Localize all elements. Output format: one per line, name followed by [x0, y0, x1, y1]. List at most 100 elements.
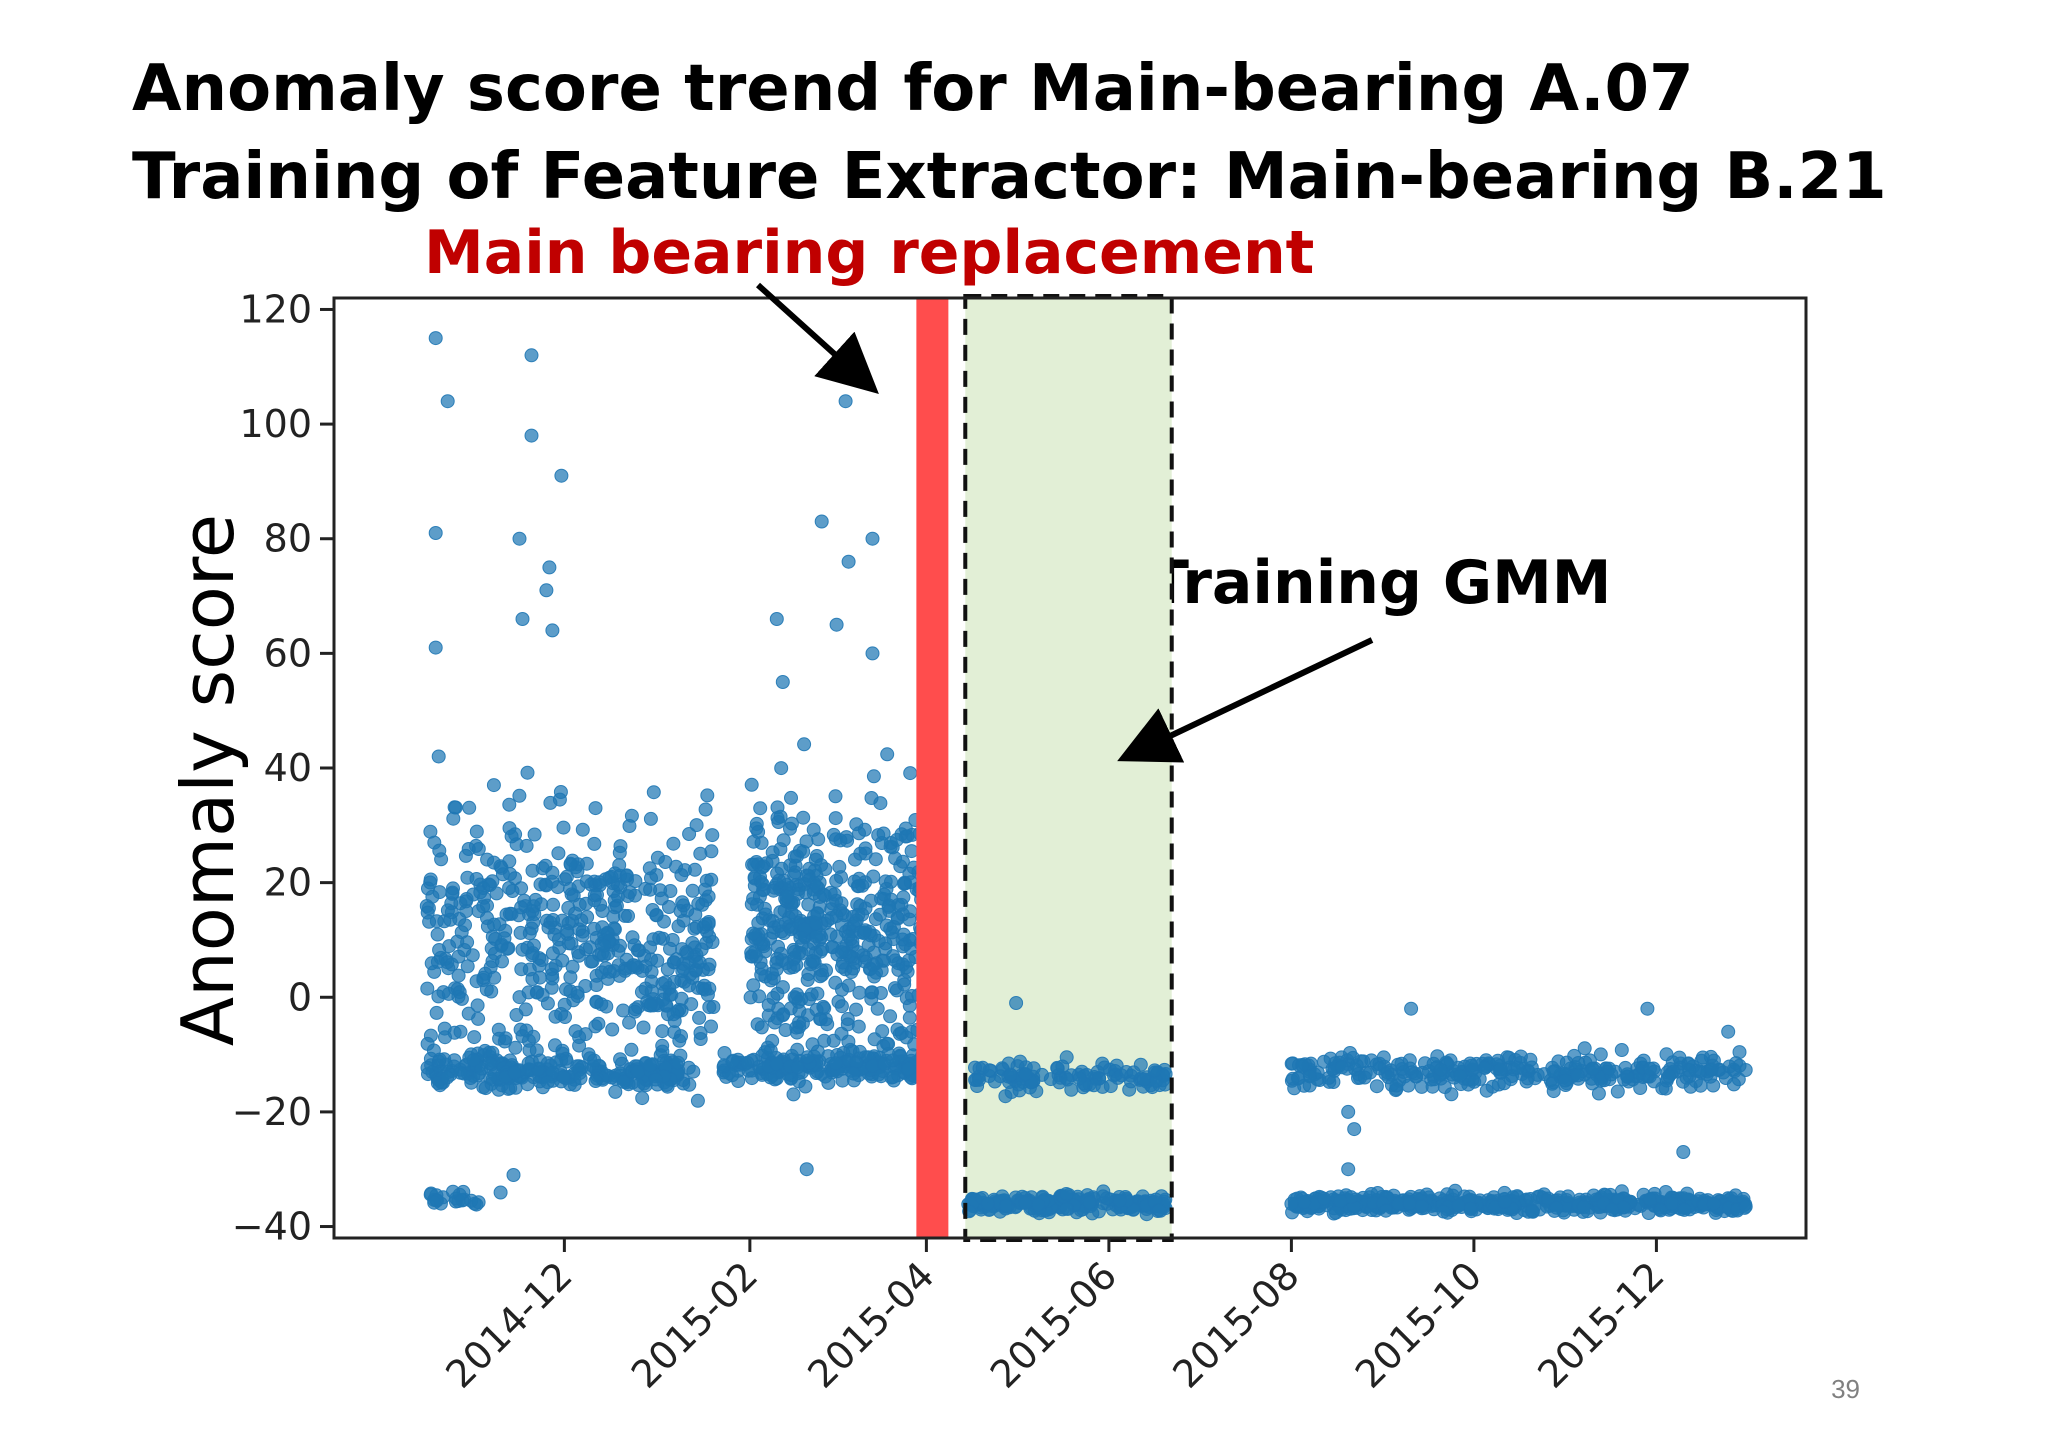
- scatter-point: [598, 961, 613, 976]
- scatter-point: [841, 554, 856, 569]
- x-tick-label: 2015-10: [1347, 1253, 1490, 1396]
- scatter-point: [1467, 1074, 1482, 1089]
- scatter-point: [625, 930, 640, 945]
- scatter-point: [850, 879, 865, 894]
- scatter-point: [423, 824, 438, 839]
- scatter-point: [565, 959, 580, 974]
- scatter-point: [702, 1000, 717, 1015]
- scatter-point: [881, 1036, 896, 1051]
- scatter-point: [1341, 1104, 1356, 1119]
- scatter-point: [619, 869, 634, 883]
- scatter-point: [865, 531, 880, 546]
- scatter-point: [1414, 1199, 1429, 1213]
- scatter-point: [486, 778, 501, 793]
- scatter-point: [754, 967, 769, 982]
- scatter-point: [559, 982, 573, 997]
- scatter-point: [546, 913, 560, 927]
- scatter-point: [431, 749, 446, 764]
- scatter-point: [461, 842, 476, 856]
- scatter-point: [745, 857, 760, 872]
- scatter-point: [787, 990, 802, 1005]
- scatter-point: [692, 955, 707, 970]
- scatter-point: [1541, 1191, 1556, 1206]
- scatter-point: [1704, 1062, 1719, 1077]
- scatter-point: [774, 861, 789, 876]
- scatter-point: [1593, 1047, 1608, 1062]
- scatter-point: [1018, 1196, 1033, 1211]
- scatter-point: [1677, 1202, 1692, 1217]
- scatter-point: [881, 899, 896, 914]
- scatter-point: [892, 1026, 907, 1041]
- scatter-point: [835, 959, 849, 974]
- scatter-point: [532, 958, 547, 973]
- scatter-point: [469, 872, 484, 886]
- scatter-point: [684, 997, 699, 1012]
- scatter-point: [524, 348, 539, 363]
- scatter-point: [878, 936, 893, 951]
- scatter-point: [677, 863, 692, 878]
- scatter-point: [897, 977, 912, 992]
- scatter-point: [478, 1081, 493, 1096]
- scatter-point: [774, 761, 789, 776]
- scatter-point: [1302, 1069, 1317, 1084]
- scatter-point: [746, 891, 761, 906]
- scatter-point: [1394, 1056, 1409, 1071]
- scatter-point: [520, 765, 535, 780]
- scatter-point: [1122, 1082, 1137, 1097]
- scatter-point: [504, 829, 519, 844]
- scatter-point: [998, 1198, 1013, 1213]
- scatter-point: [560, 927, 575, 941]
- scatter-point: [801, 942, 816, 957]
- scatter-point: [753, 801, 768, 816]
- scatter-point: [866, 769, 881, 784]
- scatter-point: [428, 331, 443, 346]
- scatter-point: [471, 1011, 486, 1026]
- scatter-point: [791, 1074, 806, 1089]
- scatter-point: [1662, 1069, 1677, 1083]
- scatter-point: [805, 1037, 820, 1052]
- scatter-point: [575, 822, 590, 837]
- scatter-point: [595, 920, 610, 935]
- scatter-point: [648, 1072, 663, 1087]
- scatter-point: [1402, 1196, 1417, 1211]
- scatter-point: [482, 878, 497, 893]
- scatter-point: [1676, 1145, 1691, 1159]
- scatter-point: [828, 789, 843, 804]
- scatter-point: [555, 953, 570, 968]
- scatter-point: [1341, 1162, 1356, 1177]
- scatter-point: [825, 940, 840, 955]
- scatter-point: [795, 1016, 810, 1031]
- scatter-point: [1493, 1062, 1508, 1077]
- scatter-point: [470, 998, 485, 1013]
- scatter-point: [471, 904, 486, 919]
- scatter-point: [1640, 1001, 1655, 1016]
- scatter-point: [1384, 1078, 1399, 1092]
- scatter-point: [513, 925, 528, 940]
- scatter-point: [538, 858, 553, 873]
- page-number: 39: [1831, 1374, 1860, 1404]
- scatter-point: [1158, 1077, 1173, 1092]
- scatter-point: [814, 858, 829, 873]
- x-tick-label: 2015-04: [799, 1253, 942, 1396]
- scatter-point: [1043, 1072, 1058, 1087]
- scatter-point: [658, 855, 673, 869]
- scatter-point: [689, 818, 704, 833]
- scatter-point: [437, 1021, 452, 1036]
- scatter-point: [775, 953, 790, 968]
- y-tick-label: 80: [264, 517, 312, 561]
- scatter-point: [533, 1053, 547, 1068]
- scatter-point: [440, 394, 455, 409]
- scatter-point: [886, 1070, 901, 1085]
- scatter-point: [548, 1009, 563, 1024]
- scatter-point: [643, 940, 657, 955]
- scatter-point: [1485, 1079, 1500, 1094]
- scatter-point: [879, 881, 894, 896]
- scatter-point: [826, 1033, 841, 1048]
- replacement-marker-line: [916, 298, 949, 1238]
- scatter-point: [502, 906, 517, 921]
- scatter-point: [786, 1087, 801, 1102]
- scatter-point: [617, 908, 632, 923]
- scatter-point: [1549, 1200, 1564, 1215]
- scatter-point: [480, 852, 495, 867]
